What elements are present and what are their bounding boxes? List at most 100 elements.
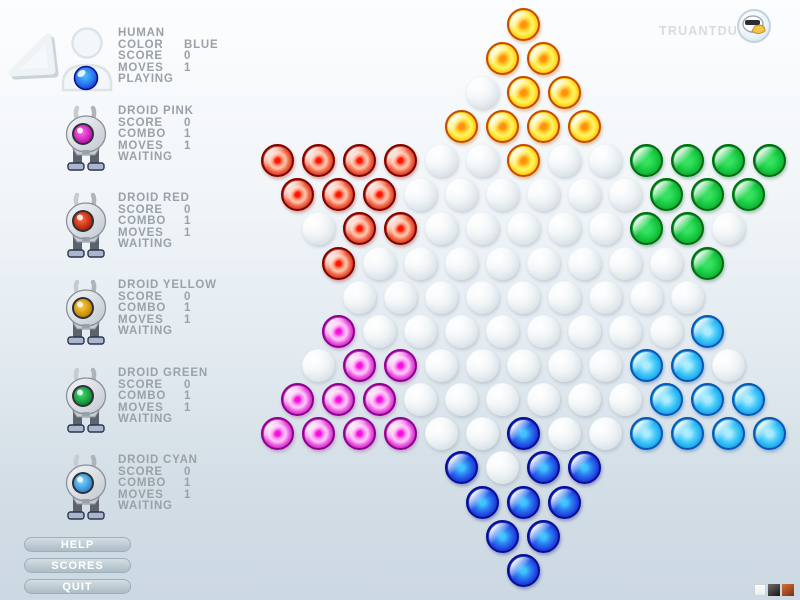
board-hole[interactable] <box>465 212 499 246</box>
board-hole[interactable] <box>527 246 560 280</box>
board-hole[interactable] <box>424 212 458 246</box>
marble-cyan[interactable] <box>691 314 724 348</box>
marble-cyan[interactable] <box>670 417 704 451</box>
board-hole[interactable] <box>465 349 499 382</box>
board-hole[interactable] <box>465 75 499 109</box>
marble-green[interactable] <box>711 144 745 178</box>
marble-blue[interactable] <box>506 553 540 587</box>
theme-swatch-dark[interactable] <box>768 584 780 596</box>
board-hole[interactable] <box>650 314 683 348</box>
marble-yellow[interactable] <box>445 109 478 143</box>
marble-red[interactable] <box>342 212 376 246</box>
board-hole[interactable] <box>404 383 437 417</box>
board-hole[interactable] <box>342 280 376 314</box>
marble-yellow[interactable] <box>506 144 540 178</box>
marble-red[interactable] <box>322 246 355 280</box>
board-hole[interactable] <box>609 314 642 348</box>
board-hole[interactable] <box>547 349 581 382</box>
marble-blue[interactable] <box>568 451 601 485</box>
marble-red[interactable] <box>342 144 376 178</box>
marble-blue[interactable] <box>506 485 540 519</box>
marble-pink[interactable] <box>322 383 355 417</box>
marble-green[interactable] <box>691 246 724 280</box>
marble-blue[interactable] <box>486 519 519 553</box>
marble-green[interactable] <box>670 212 704 246</box>
marble-red[interactable] <box>301 144 335 178</box>
board-hole[interactable] <box>609 178 642 212</box>
marble-yellow[interactable] <box>506 7 540 41</box>
board-hole[interactable] <box>547 144 581 178</box>
board-hole[interactable] <box>363 246 396 280</box>
marble-yellow[interactable] <box>568 109 601 143</box>
board-hole[interactable] <box>465 280 499 314</box>
board-hole[interactable] <box>486 246 519 280</box>
board-hole[interactable] <box>547 212 581 246</box>
board-hole[interactable] <box>588 144 622 178</box>
marble-green[interactable] <box>691 178 724 212</box>
marble-blue[interactable] <box>465 485 499 519</box>
marble-cyan[interactable] <box>629 417 663 451</box>
board-hole[interactable] <box>445 383 478 417</box>
board-hole[interactable] <box>568 246 601 280</box>
board-hole[interactable] <box>568 383 601 417</box>
board-hole[interactable] <box>445 246 478 280</box>
board-hole[interactable] <box>547 417 581 451</box>
quit-button[interactable]: QUIT <box>24 579 131 594</box>
marble-cyan[interactable] <box>691 383 724 417</box>
marble-green[interactable] <box>670 144 704 178</box>
marble-red[interactable] <box>260 144 294 178</box>
marble-blue[interactable] <box>527 451 560 485</box>
marble-yellow[interactable] <box>486 109 519 143</box>
marble-pink[interactable] <box>363 383 396 417</box>
board-hole[interactable] <box>486 178 519 212</box>
board-hole[interactable] <box>547 280 581 314</box>
scores-button[interactable]: SCORES <box>24 558 131 573</box>
marble-yellow[interactable] <box>486 41 519 75</box>
board-hole[interactable] <box>588 212 622 246</box>
board-hole[interactable] <box>609 383 642 417</box>
marble-green[interactable] <box>752 144 786 178</box>
board-hole[interactable] <box>301 349 335 382</box>
marble-cyan[interactable] <box>650 383 683 417</box>
marble-red[interactable] <box>363 178 396 212</box>
marble-cyan[interactable] <box>752 417 786 451</box>
board-hole[interactable] <box>629 280 663 314</box>
board-hole[interactable] <box>445 178 478 212</box>
board-hole[interactable] <box>424 280 458 314</box>
board-hole[interactable] <box>650 246 683 280</box>
board-hole[interactable] <box>424 349 458 382</box>
board-hole[interactable] <box>506 280 540 314</box>
board-hole[interactable] <box>424 417 458 451</box>
marble-blue[interactable] <box>506 417 540 451</box>
marble-yellow[interactable] <box>547 75 581 109</box>
marble-pink[interactable] <box>383 417 417 451</box>
board-hole[interactable] <box>465 417 499 451</box>
marble-green[interactable] <box>732 178 765 212</box>
board-hole[interactable] <box>670 280 704 314</box>
marble-pink[interactable] <box>260 417 294 451</box>
marble-green[interactable] <box>629 212 663 246</box>
board-hole[interactable] <box>301 212 335 246</box>
board-hole[interactable] <box>527 383 560 417</box>
marble-red[interactable] <box>281 178 314 212</box>
board-hole[interactable] <box>486 451 519 485</box>
board-hole[interactable] <box>527 314 560 348</box>
marble-pink[interactable] <box>281 383 314 417</box>
board-hole[interactable] <box>486 314 519 348</box>
marble-yellow[interactable] <box>506 75 540 109</box>
marble-blue[interactable] <box>445 451 478 485</box>
board-hole[interactable] <box>588 349 622 382</box>
marble-yellow[interactable] <box>527 109 560 143</box>
board-hole[interactable] <box>465 144 499 178</box>
marble-blue[interactable] <box>547 485 581 519</box>
board-hole[interactable] <box>711 349 745 382</box>
marble-pink[interactable] <box>322 314 355 348</box>
board-hole[interactable] <box>404 314 437 348</box>
marble-green[interactable] <box>650 178 683 212</box>
board-hole[interactable] <box>363 314 396 348</box>
marble-cyan[interactable] <box>711 417 745 451</box>
board-hole[interactable] <box>588 417 622 451</box>
marble-red[interactable] <box>322 178 355 212</box>
board-hole[interactable] <box>486 383 519 417</box>
marble-green[interactable] <box>629 144 663 178</box>
